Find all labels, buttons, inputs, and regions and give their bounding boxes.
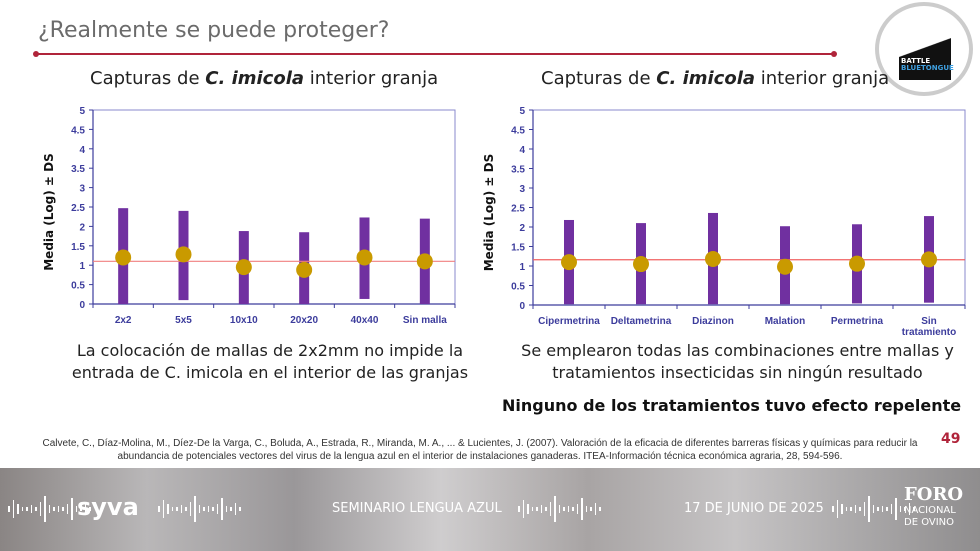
event-name: SEMINARIO LENGUA AZUL [332,501,502,516]
foro-logo-line1: FORO [904,484,964,505]
mean-point [356,249,373,266]
y-tick-label: 1 [79,261,85,272]
x-tick-label: 5x5 [175,315,192,326]
mean-point [296,261,313,278]
x-tick-label: Sin malla [403,315,447,326]
foro-logo-line3: DE OVINO [904,517,955,528]
x-tick-label: 20x20 [290,315,318,326]
y-tick-label: 1.5 [511,243,525,254]
mean-point [115,249,132,266]
y-tick-label: 2.5 [511,204,525,215]
x-tick-label: 40x40 [351,315,379,326]
y-tick-label: 3.5 [71,164,85,175]
y-tick-label: 1.5 [71,242,85,253]
y-tick-label: 1 [519,262,525,273]
y-tick-label: 4.5 [511,126,525,137]
waveform-decoration [518,494,601,524]
mean-point [921,251,937,268]
divider-dot-right [831,51,837,57]
mean-point [633,256,649,273]
divider-dot-left [33,51,39,57]
mean-point [705,250,721,267]
x-tick-label: 2x2 [115,315,132,326]
y-axis-label: Media (Log) ± DS [42,153,56,271]
x-tick-label: 10x10 [230,315,258,326]
plot-frame [92,109,456,305]
right-chart-title: Capturas de C. imicola interior granja [541,68,890,89]
syva-logo: syva [77,493,139,521]
waveform-decoration [158,494,241,524]
mean-point [175,246,192,263]
x-tick-label: Cipermetrina [538,316,600,327]
y-tick-label: 4 [519,145,525,156]
y-tick-label: 5 [79,106,85,117]
mean-point [416,253,433,270]
y-tick-label: 3 [519,184,525,195]
x-tick-label: Sin [921,316,937,327]
right-caption: Se emplearon todas las combinaciones ent… [521,341,954,382]
mean-point [235,259,252,276]
left-chart-title: Capturas de C. imicola interior granja [90,68,439,89]
x-tick-label: Diazinon [692,316,734,327]
right-chart: 0 0.5 1 1.5 2 2.5 3 3.5 4 4.5 5 Media (Log) ± DS Cip… [482,106,966,338]
page-number: 49 [941,431,961,447]
y-tick-label: 5 [519,106,525,117]
mean-point [849,255,865,272]
y-tick-label: 0.5 [511,282,525,293]
y-tick-label: 4 [79,145,85,156]
x-tick-label: Malation [765,316,806,327]
waveform-decoration [832,494,915,524]
y-tick-label: 0 [519,301,525,312]
y-tick-label: 2.5 [71,203,85,214]
y-tick-label: 3 [79,184,85,195]
event-date: 17 DE JUNIO DE 2025 [684,501,824,516]
mean-point [777,258,793,275]
x-tick-label: Permetrina [831,316,884,327]
left-chart: 0 0.5 1 1.5 2 2.5 3 3.5 4 4.5 5 Media (Log) ± DS 2x2… [42,106,456,326]
conclusion-note: Ninguno de los tratamientos tuvo efecto … [502,396,962,415]
foro-logo-line2: NACIONAL [904,505,956,516]
y-tick-label: 3.5 [511,165,525,176]
citation: Calvete, C., Díaz-Molina, M., Díez-De la… [42,438,918,462]
x-tick-label: Deltametrina [611,316,672,327]
mean-point [561,254,577,271]
y-tick-label: 4.5 [71,125,85,136]
y-tick-label: 0.5 [71,281,85,292]
x-tick-label: tratamiento [902,327,956,338]
title-divider [36,53,834,55]
y-tick-label: 2 [519,223,525,234]
y-axis-label: Media (Log) ± DS [482,154,496,272]
slide-title: ¿Realmente se puede proteger? [38,18,390,43]
waveform-decoration [8,494,91,524]
y-tick-label: 2 [79,222,85,233]
y-tick-label: 0 [79,300,85,311]
left-caption: La colocación de mallas de 2x2mm no impi… [71,341,469,382]
battle-bluetongue-logo: BATTLE BLUETONGUE [875,2,973,96]
plot-frame [532,109,966,306]
